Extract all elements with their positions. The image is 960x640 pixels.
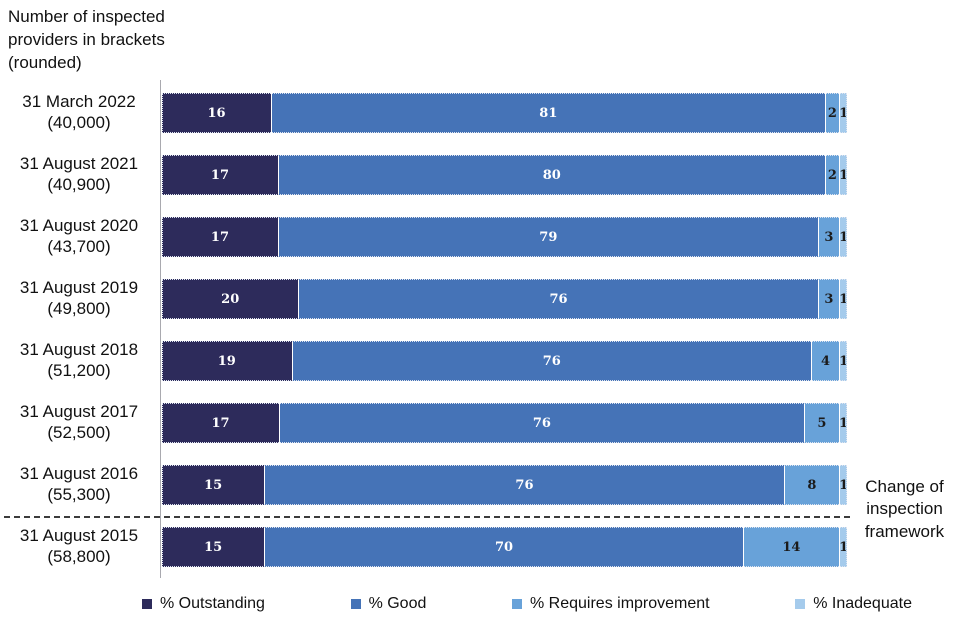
chart-row: 31 August 2021 (40,900) 17 80 2 1 (0, 144, 850, 206)
segment-requires-improvement: 3 (818, 217, 840, 257)
legend-swatch-icon (511, 599, 522, 609)
segment-good: 76 (292, 341, 811, 381)
category-count: (52,500) (47, 423, 111, 442)
segment-requires-improvement: 2 (825, 155, 840, 195)
segment-requires-improvement: 8 (784, 465, 840, 505)
segment-outstanding: 17 (162, 403, 280, 443)
segment-good: 76 (265, 465, 784, 505)
category-count: (40,000) (47, 113, 111, 132)
framework-change-line (4, 516, 850, 518)
segment-good: 76 (299, 279, 818, 319)
segment-outstanding: 15 (162, 527, 265, 567)
category-date: 31 August 2017 (19, 402, 139, 422)
category-label: 31 August 2018 (51,200) (0, 340, 158, 381)
segment-outstanding: 17 (162, 155, 278, 195)
segment-outstanding: 19 (162, 341, 292, 381)
stacked-bar: 20 76 3 1 (162, 279, 848, 319)
category-date: 31 August 2016 (19, 464, 139, 484)
chart-row: 31 August 2019 (49,800) 20 76 3 1 (0, 268, 850, 330)
category-date: 31 March 2022 (22, 92, 136, 112)
legend-label: % Outstanding (160, 595, 265, 612)
chart-row: 31 August 2015 (58,800) 15 70 14 1 (0, 516, 850, 578)
legend-label: % Good (368, 595, 427, 612)
segment-inadequate: 1 (839, 341, 848, 381)
legend-swatch-icon (142, 599, 152, 609)
chart-note-line-2: providers in brackets (8, 29, 165, 49)
segment-inadequate: 1 (839, 93, 848, 133)
chart-row: 31 March 2022 (40,000) 16 81 2 1 (0, 82, 850, 144)
segment-outstanding: 16 (162, 93, 272, 133)
legend-label: % Requires improvement (529, 595, 710, 612)
category-count: (43,700) (47, 237, 111, 256)
segment-requires-improvement: 14 (743, 527, 840, 567)
segment-outstanding: 17 (162, 217, 278, 257)
category-date: 31 August 2020 (19, 216, 139, 236)
category-date: 31 August 2018 (19, 340, 139, 360)
category-count: (40,900) (47, 175, 111, 194)
chart-row: 31 August 2020 (43,700) 17 79 3 1 (0, 206, 850, 268)
category-label: 31 August 2016 (55,300) (0, 464, 158, 505)
category-label: 31 August 2021 (40,900) (0, 154, 158, 195)
segment-inadequate: 1 (839, 155, 848, 195)
category-label: 31 August 2015 (58,800) (0, 526, 158, 567)
category-label: 31 August 2017 (52,500) (0, 402, 158, 443)
legend-label: % Inadequate (813, 595, 912, 612)
y-axis-line (160, 80, 161, 578)
segment-requires-improvement: 2 (825, 93, 840, 133)
segment-requires-improvement: 3 (818, 279, 840, 319)
segment-good: 70 (265, 527, 743, 567)
category-date: 31 August 2015 (19, 526, 139, 546)
stacked-bar: 15 76 8 1 (162, 465, 848, 505)
category-label: 31 March 2022 (40,000) (0, 92, 158, 133)
category-count: (55,300) (47, 485, 111, 504)
segment-good: 80 (278, 155, 825, 195)
stacked-bar: 17 79 3 1 (162, 217, 848, 257)
chart-row: 31 August 2016 (55,300) 15 76 8 1 (0, 454, 850, 516)
category-label: 31 August 2019 (49,800) (0, 278, 158, 319)
framework-annotation: Change of inspection framework (849, 476, 960, 543)
segment-inadequate: 1 (839, 403, 848, 443)
bars-area: 31 March 2022 (40,000) 16 81 2 1 31 August … (0, 82, 850, 578)
category-label: 31 August 2020 (43,700) (0, 216, 158, 257)
legend-item-good: % Good (350, 595, 427, 613)
legend-item-inadequate: % Inadequate (795, 595, 912, 613)
legend-item-outstanding: % Outstanding (142, 595, 265, 613)
segment-inadequate: 1 (839, 217, 848, 257)
segment-outstanding: 15 (162, 465, 265, 505)
segment-requires-improvement: 5 (804, 403, 840, 443)
category-date: 31 August 2021 (19, 154, 139, 174)
segment-good: 79 (278, 217, 818, 257)
framework-annotation-line-2: inspection (866, 499, 943, 519)
chart-note-line-1: Number of inspected (8, 7, 165, 26)
chart-row: 31 August 2018 (51,200) 19 76 4 1 (0, 330, 850, 392)
stacked-bar: 15 70 14 1 (162, 527, 848, 567)
framework-annotation-line-3: framework (864, 521, 945, 541)
stacked-bar: 17 76 5 1 (162, 403, 848, 443)
category-date: 31 August 2019 (19, 278, 139, 298)
segment-good: 76 (280, 403, 804, 443)
stacked-bar: 16 81 2 1 (162, 93, 848, 133)
legend-item-requires-improvement: % Requires improvement (511, 595, 710, 613)
segment-requires-improvement: 4 (811, 341, 840, 381)
legend-swatch-icon (795, 599, 806, 609)
chart-note: Number of inspected providers in bracket… (8, 6, 165, 75)
category-count: (49,800) (47, 299, 111, 318)
segment-good: 81 (272, 93, 825, 133)
chart-note-line-3: (rounded) (8, 52, 82, 72)
legend: % Outstanding % Good % Requires improvem… (142, 595, 912, 613)
segment-inadequate: 1 (839, 527, 848, 567)
segment-inadequate: 1 (839, 279, 848, 319)
legend-swatch-icon (350, 599, 361, 609)
chart-row: 31 August 2017 (52,500) 17 76 5 1 (0, 392, 850, 454)
segment-outstanding: 20 (162, 279, 299, 319)
framework-annotation-line-1: Change of (865, 477, 944, 496)
category-count: (58,800) (47, 547, 111, 566)
stacked-bar: 17 80 2 1 (162, 155, 848, 195)
category-count: (51,200) (47, 361, 111, 380)
segment-inadequate: 1 (839, 465, 848, 505)
stacked-bar: 19 76 4 1 (162, 341, 848, 381)
